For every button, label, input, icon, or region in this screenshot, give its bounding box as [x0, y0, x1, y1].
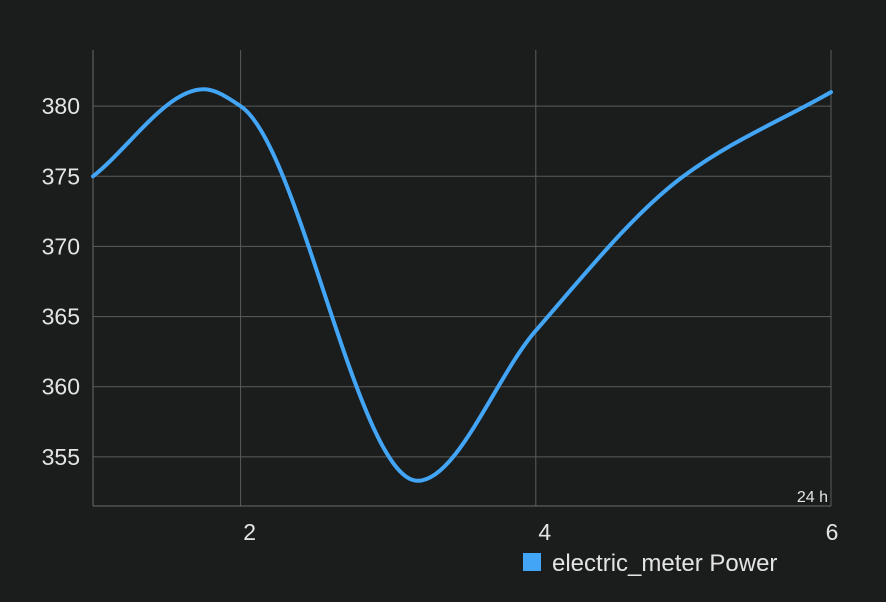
y-tick-label: 375 [42, 163, 80, 189]
y-tick-label: 380 [42, 93, 80, 119]
y-tick-label: 355 [42, 444, 80, 470]
time-range-label: 24 h [797, 489, 828, 506]
x-tick-label: 6 [826, 519, 839, 545]
legend-item[interactable]: electric_meter Power [523, 550, 777, 577]
legend[interactable]: electric_meter Power [523, 550, 777, 577]
tick-labels: 355 360 365 370 375 380 2 4 6 24 h [42, 93, 839, 545]
series-layer [91, 87, 833, 483]
x-tick-label: 4 [538, 519, 551, 545]
y-tick-label: 370 [42, 233, 80, 259]
legend-label: electric_meter Power [552, 550, 777, 577]
y-tick-label: 365 [42, 304, 80, 330]
axes [92, 50, 831, 507]
y-tick-label: 360 [42, 374, 80, 400]
legend-swatch [523, 553, 541, 571]
grid [93, 50, 832, 506]
series-line-electric-meter-power[interactable] [91, 87, 833, 483]
x-tick-label: 2 [243, 519, 256, 545]
